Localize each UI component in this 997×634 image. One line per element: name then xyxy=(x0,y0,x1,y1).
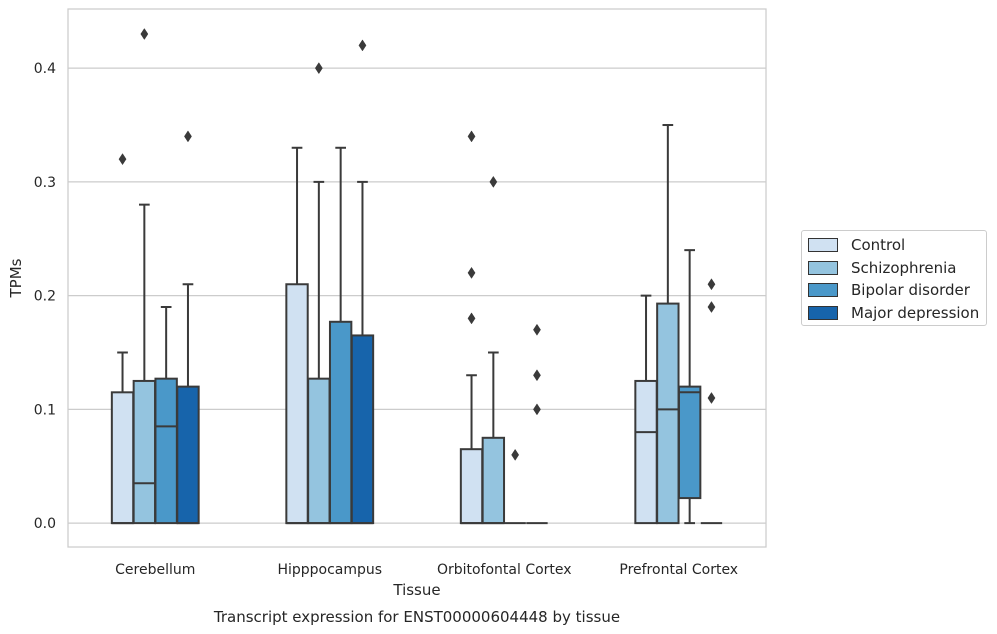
box-iqr xyxy=(328,320,353,525)
y-tick-label: 0.1 xyxy=(34,402,56,418)
box-bipolar-disorder xyxy=(328,146,353,525)
box-iqr xyxy=(132,379,157,525)
box-major-depression xyxy=(700,278,723,525)
x-tick-label: Hipppocampus xyxy=(277,562,382,578)
outlier-point xyxy=(467,312,476,325)
box-iqr xyxy=(677,385,702,500)
outlier-point xyxy=(533,403,541,416)
y-tick-labels: 0.0 0.1 0.2 0.3 0.4 xyxy=(34,61,56,532)
outlier-point xyxy=(707,278,716,291)
box-iqr xyxy=(350,334,375,525)
x-axis-label: Tissue xyxy=(392,581,440,599)
outlier-point xyxy=(467,266,476,279)
box-bipolar-disorder xyxy=(154,306,178,525)
outlier-point xyxy=(511,448,520,461)
legend-label: Schizophrenia xyxy=(851,258,957,277)
box-plot-marks xyxy=(110,28,723,525)
legend-swatch xyxy=(808,305,838,320)
box-bipolar-disorder xyxy=(677,249,702,525)
x-tick-label: Orbitofontal Cortex xyxy=(437,562,572,578)
box-major-depression xyxy=(350,39,375,525)
outlier-point xyxy=(707,301,716,313)
outlier-point xyxy=(707,392,716,404)
x-tick-label: Cerebellum xyxy=(115,562,195,578)
y-tick-label: 0.0 xyxy=(34,516,56,532)
y-tick-label: 0.4 xyxy=(34,61,56,77)
legend-item: Schizophrenia xyxy=(808,257,986,280)
box-control xyxy=(110,153,135,525)
legend-swatch xyxy=(808,238,838,253)
outlier-point xyxy=(533,323,541,336)
legend-item: Bipolar disorder xyxy=(808,279,986,302)
box-control xyxy=(459,130,484,525)
chart-caption: Transcript expression for ENST0000060444… xyxy=(213,608,620,626)
outlier-point xyxy=(184,130,192,143)
box-iqr xyxy=(285,283,309,525)
box-major-depression xyxy=(176,130,200,525)
box-schizophrenia xyxy=(656,124,680,525)
outlier-point xyxy=(533,369,541,382)
legend-swatch xyxy=(808,260,838,275)
outlier-point xyxy=(118,153,127,166)
outlier-point xyxy=(489,175,498,188)
plot-frame xyxy=(67,8,767,548)
box-iqr xyxy=(656,302,680,525)
box-control xyxy=(285,146,309,525)
y-tick-label: 0.2 xyxy=(34,289,56,305)
box-iqr xyxy=(307,377,331,525)
legend-label: Major depression xyxy=(851,303,980,322)
box-control xyxy=(634,294,658,525)
x-tick-labels: Cerebellum Hipppocampus Orbitofontal Corte… xyxy=(115,562,738,578)
y-tick-label: 0.3 xyxy=(34,175,56,191)
box-iqr xyxy=(481,436,506,525)
legend: Control Schizophrenia Bipolar disorder Majo… xyxy=(801,230,987,326)
box-schizophrenia xyxy=(307,62,331,525)
box-major-depression xyxy=(526,323,548,525)
box-iqr xyxy=(634,379,658,525)
legend-item: Major depression xyxy=(808,302,986,325)
outlier-point xyxy=(358,39,367,52)
outlier-point xyxy=(314,62,323,75)
box-iqr xyxy=(459,448,484,525)
box-bipolar-disorder xyxy=(504,448,526,525)
box-schizophrenia xyxy=(481,175,506,525)
legend-label: Control xyxy=(851,236,906,255)
outlier-point xyxy=(467,130,476,143)
legend-label: Bipolar disorder xyxy=(851,281,970,300)
box-iqr xyxy=(154,377,178,525)
box-iqr xyxy=(110,391,135,525)
x-tick-label: Prefrontal Cortex xyxy=(619,562,738,578)
outlier-point xyxy=(140,28,149,40)
box-iqr xyxy=(176,385,200,525)
legend-item: Control xyxy=(808,234,986,257)
box-schizophrenia xyxy=(132,28,157,525)
y-axis-label: TPMs xyxy=(7,258,25,298)
legend-swatch xyxy=(808,283,838,298)
